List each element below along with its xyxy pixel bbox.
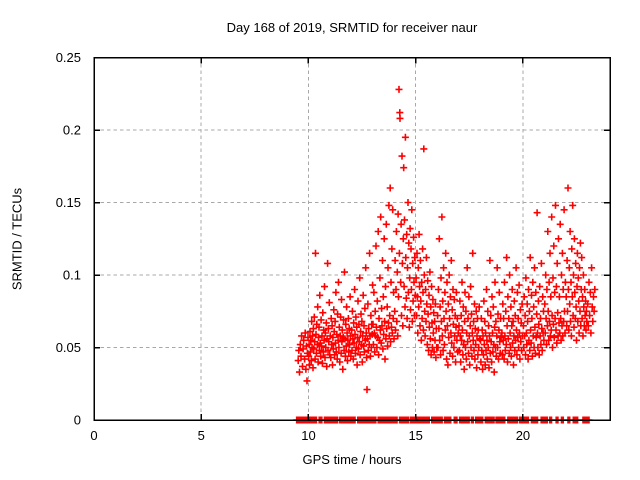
plot-border [93,56,611,421]
axis-ticks [93,56,610,421]
y-tick-label: 0.25 [56,50,81,65]
x-tick-label: 20 [516,428,530,443]
y-axis-label: SRMTID / TECUs [9,187,25,291]
x-tick-label: 10 [301,428,315,443]
x-axis-label: GPS time / hours [302,452,402,467]
y-tick-label: 0.05 [56,340,81,355]
chart-title: Day 168 of 2019, SRMTID for receiver nau… [226,20,478,35]
y-tick-label: 0.2 [63,123,81,138]
gridlines [94,57,610,420]
scatter-points [293,85,599,424]
x-tick-label: 0 [90,428,97,443]
y-tick-label: 0 [74,413,81,428]
x-tick-label: 5 [198,428,205,443]
y-tick-label: 0.15 [56,195,81,210]
x-tick-label: 15 [408,428,422,443]
y-tick-label: 0.1 [63,268,81,283]
